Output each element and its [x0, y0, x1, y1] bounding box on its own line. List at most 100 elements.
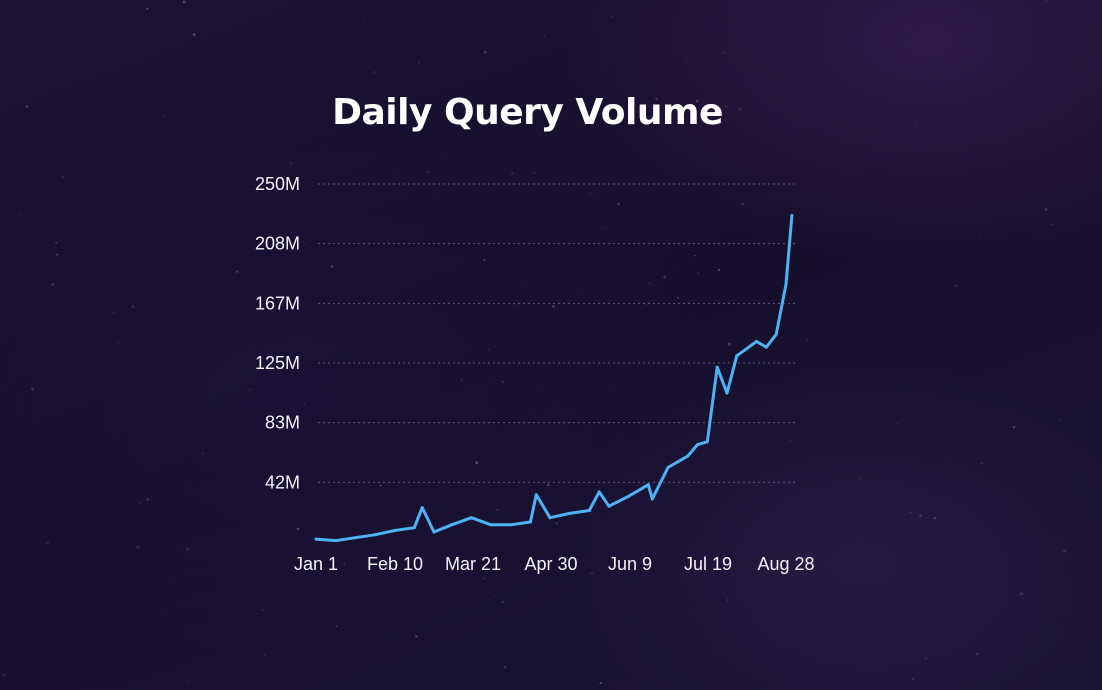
background-star [136, 545, 140, 549]
background-star [1051, 223, 1054, 226]
background-star [387, 241, 389, 242]
x-tick-label: Jan 1 [294, 554, 338, 574]
data-point [314, 537, 318, 541]
x-tick-label: Feb 10 [367, 554, 423, 574]
x-tick-label: Jun 9 [608, 554, 652, 574]
background-star [149, 153, 151, 156]
background-star [235, 270, 239, 273]
background-star [612, 390, 614, 392]
data-point [666, 466, 670, 469]
x-tick-label: Mar 21 [445, 554, 501, 574]
background-star [296, 527, 300, 531]
background-star [138, 501, 142, 505]
background-star [976, 653, 979, 655]
background-star [741, 202, 745, 206]
data-point [646, 483, 650, 487]
background-star [496, 509, 499, 511]
background-star [182, 0, 186, 4]
data-point [534, 493, 538, 497]
data-point [489, 523, 493, 527]
background-star [471, 482, 474, 485]
background-star [696, 272, 700, 275]
background-star [775, 9, 777, 11]
background-star [984, 391, 986, 393]
y-tick-label: 208M [255, 234, 300, 254]
background-star [543, 35, 546, 37]
data-point [735, 354, 739, 358]
background-star [192, 33, 196, 37]
background-star [324, 688, 325, 690]
background-star [69, 244, 72, 247]
background-star [289, 162, 293, 165]
background-star [728, 342, 731, 346]
background-star [503, 665, 507, 669]
background-star [858, 477, 861, 479]
x-tick-label: Aug 28 [757, 554, 814, 574]
background-star [202, 453, 204, 455]
background-star [555, 522, 558, 525]
background-star [682, 68, 684, 70]
background-star [0, 335, 2, 338]
data-point [755, 340, 758, 343]
background-star [373, 71, 376, 74]
background-star [303, 242, 306, 245]
background-star [219, 363, 222, 365]
background-star [806, 338, 808, 341]
background-star [379, 434, 381, 436]
y-tick-label: 250M [255, 174, 300, 194]
y-tick-label: 83M [265, 413, 300, 433]
data-point [373, 533, 377, 537]
background-star [360, 351, 362, 353]
background-star [112, 311, 116, 315]
background-star [56, 253, 58, 256]
background-star [655, 97, 658, 101]
gridlines [318, 183, 795, 483]
background-star [789, 440, 791, 442]
background-star [482, 577, 485, 580]
background-star [617, 202, 620, 206]
background-star [293, 659, 295, 661]
background-star [648, 282, 651, 285]
background-star [896, 422, 899, 425]
data-point [745, 347, 749, 351]
background-star [475, 461, 479, 465]
data-point [774, 332, 778, 336]
background-star [516, 303, 518, 306]
background-star [31, 387, 34, 391]
background-star [3, 674, 6, 677]
background-star [146, 498, 149, 501]
background-star [55, 241, 57, 244]
background-star [460, 378, 464, 381]
background-star [343, 562, 346, 565]
chart-title: Daily Query Volume [332, 92, 723, 133]
background-star [14, 168, 16, 170]
y-tick-label: 125M [255, 353, 300, 373]
background-star [717, 268, 721, 272]
background-star [264, 653, 266, 656]
series-layer [314, 214, 794, 543]
background-star [204, 209, 206, 211]
background-star [1020, 592, 1023, 595]
data-point [784, 282, 788, 286]
background-star [494, 595, 497, 597]
background-star [117, 341, 119, 344]
data-point [725, 391, 729, 395]
series-line [314, 214, 794, 543]
background-star [602, 227, 604, 229]
background-star [186, 679, 189, 681]
background-star [590, 191, 593, 194]
data-point [764, 345, 768, 349]
background-star [278, 326, 280, 328]
x-axis-ticks: Jan 1 Feb 10 Mar 21 Apr 30 Jun 9 Jul 19 Aug 28 [294, 554, 815, 574]
background-star [46, 541, 50, 545]
x-tick-label: Jul 19 [684, 554, 732, 574]
data-point [650, 497, 654, 501]
background-star [185, 25, 187, 27]
background-star [186, 548, 189, 551]
background-star [884, 283, 885, 285]
background-star [123, 225, 125, 227]
background-star [526, 285, 528, 287]
background-star [547, 483, 550, 487]
data-point [696, 443, 699, 447]
